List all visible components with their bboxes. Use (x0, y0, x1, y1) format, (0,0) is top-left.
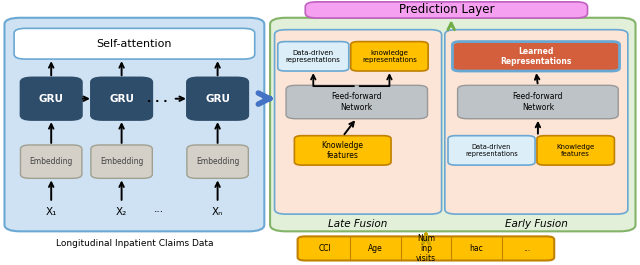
Text: GRU: GRU (38, 94, 64, 104)
FancyBboxPatch shape (91, 145, 152, 178)
FancyBboxPatch shape (187, 77, 248, 120)
FancyBboxPatch shape (452, 42, 620, 71)
FancyBboxPatch shape (187, 145, 248, 178)
Text: Embedding: Embedding (196, 157, 239, 166)
Text: X₂: X₂ (116, 207, 127, 217)
FancyBboxPatch shape (14, 28, 255, 59)
Text: Embedding: Embedding (29, 157, 73, 166)
Text: knowledge
representations: knowledge representations (362, 50, 417, 63)
Text: hac: hac (470, 244, 483, 253)
FancyBboxPatch shape (537, 136, 614, 165)
Text: Knowledge
features: Knowledge features (322, 141, 364, 160)
Text: Data-driven
representations: Data-driven representations (465, 144, 518, 157)
Text: Late Fusion: Late Fusion (328, 219, 388, 229)
FancyBboxPatch shape (298, 236, 554, 260)
Text: ···: ··· (154, 207, 164, 217)
FancyBboxPatch shape (20, 77, 82, 120)
FancyBboxPatch shape (294, 136, 391, 165)
Text: Knowledge
features: Knowledge features (557, 144, 595, 157)
Text: CCI: CCI (319, 244, 331, 253)
Text: Embedding: Embedding (100, 157, 143, 166)
FancyBboxPatch shape (445, 30, 628, 214)
Text: ...: ... (524, 244, 531, 253)
Text: Xₙ: Xₙ (212, 207, 223, 217)
FancyBboxPatch shape (275, 30, 442, 214)
Text: Feed-forward
Network: Feed-forward Network (513, 92, 563, 112)
Text: Age: Age (368, 244, 383, 253)
FancyBboxPatch shape (305, 2, 588, 18)
Text: Learned
Representations: Learned Representations (500, 47, 572, 66)
FancyBboxPatch shape (458, 85, 618, 119)
FancyBboxPatch shape (448, 136, 535, 165)
Text: Data-driven
representations: Data-driven representations (286, 50, 340, 63)
Text: GRU: GRU (109, 94, 134, 104)
Text: Longitudinal Inpatient Claims Data: Longitudinal Inpatient Claims Data (56, 239, 213, 248)
Text: GRU: GRU (205, 94, 230, 104)
Text: . . .: . . . (147, 94, 167, 104)
FancyBboxPatch shape (286, 85, 428, 119)
Text: Prediction Layer: Prediction Layer (399, 3, 494, 16)
FancyBboxPatch shape (20, 145, 82, 178)
Text: Early Fusion: Early Fusion (505, 219, 568, 229)
FancyBboxPatch shape (270, 18, 636, 231)
Text: X₁: X₁ (45, 207, 57, 217)
Text: Self-attention: Self-attention (97, 39, 172, 49)
Text: Num
inp
visits: Num inp visits (416, 233, 436, 263)
FancyBboxPatch shape (278, 42, 349, 71)
FancyBboxPatch shape (351, 42, 428, 71)
FancyBboxPatch shape (4, 18, 264, 231)
Text: Feed-forward
Network: Feed-forward Network (332, 92, 382, 112)
FancyBboxPatch shape (91, 77, 152, 120)
